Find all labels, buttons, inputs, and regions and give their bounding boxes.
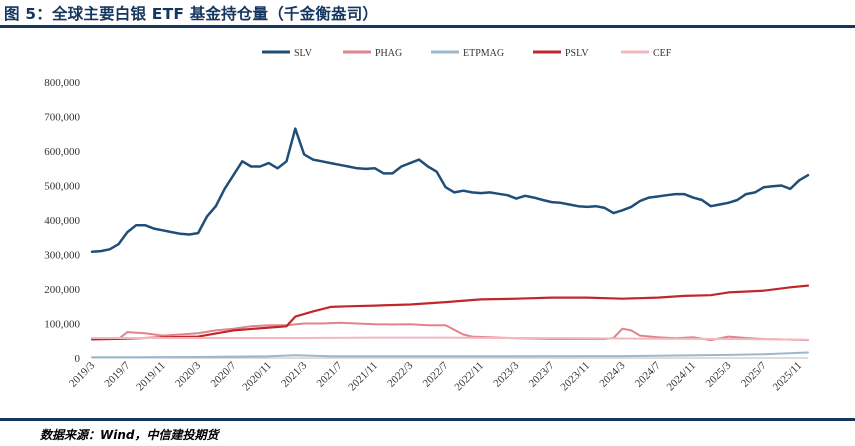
x-tick-label: 2025/3 xyxy=(703,359,733,389)
x-tick-label: 2021/7 xyxy=(315,359,345,389)
series-line-etpmag xyxy=(91,351,809,359)
x-tick-label: 2022/3 xyxy=(385,359,415,389)
x-tick-label: 2020/7 xyxy=(208,359,238,389)
x-tick-label: 2021/11 xyxy=(346,360,380,394)
legend-label-cef: CEF xyxy=(653,48,672,59)
bottom-rule xyxy=(0,418,855,421)
y-tick-label: 400,000 xyxy=(44,215,80,227)
x-tick-label: 2019/11 xyxy=(134,360,168,394)
x-tick-label: 2022/7 xyxy=(421,359,451,389)
x-tick-label: 2025/11 xyxy=(771,360,805,394)
y-tick-label: 300,000 xyxy=(44,250,80,262)
series-line-cef xyxy=(91,336,809,341)
x-tick-label: 2025/7 xyxy=(739,359,769,389)
source-note: 数据来源：Wind，中信建投期货 xyxy=(40,428,219,442)
x-axis: 2019/3 2019/7 2019/11 2020/3 2020/7 2020/11 20… xyxy=(67,357,808,394)
series-line-slv xyxy=(90,127,810,253)
x-tick-label: 2020/11 xyxy=(240,360,274,394)
y-tick-label: 500,000 xyxy=(44,181,80,193)
series-line-pslv xyxy=(90,284,810,341)
y-tick-label: 200,000 xyxy=(44,284,80,296)
x-tick-label: 2023/7 xyxy=(527,359,557,389)
x-tick-label: 2024/7 xyxy=(633,359,663,389)
legend-label-etpmag: ETPMAG xyxy=(463,48,504,59)
legend-label-slv: SLV xyxy=(294,48,313,59)
y-tick-label: 0 xyxy=(75,353,81,365)
x-tick-label: 2024/11 xyxy=(665,360,699,394)
series-lines xyxy=(90,127,810,359)
chart-legend: SLV PHAG ETPMAG PSLV CEF xyxy=(262,48,672,59)
y-axis: 0 100,000 200,000 300,000 400,000 500,000 600,… xyxy=(44,77,80,365)
x-tick-label: 2020/3 xyxy=(173,359,203,389)
x-tick-label: 2023/11 xyxy=(558,360,592,394)
y-tick-label: 600,000 xyxy=(44,146,80,158)
x-tick-label: 2019/3 xyxy=(67,359,97,389)
figure-title: 图 5：全球主要白银 ETF 基金持仓量（千金衡盎司） xyxy=(4,5,379,23)
y-tick-label: 700,000 xyxy=(44,112,80,124)
x-tick-label: 2019/7 xyxy=(102,359,132,389)
x-tick-label: 2022/11 xyxy=(452,360,486,394)
x-tick-label: 2024/3 xyxy=(597,359,627,389)
x-tick-label: 2023/3 xyxy=(491,359,521,389)
legend-label-phag: PHAG xyxy=(375,48,402,59)
x-tick-label: 2021/3 xyxy=(279,359,309,389)
top-rule xyxy=(0,25,855,28)
y-tick-label: 800,000 xyxy=(44,77,80,89)
y-tick-label: 100,000 xyxy=(44,319,80,331)
legend-label-pslv: PSLV xyxy=(565,48,589,59)
